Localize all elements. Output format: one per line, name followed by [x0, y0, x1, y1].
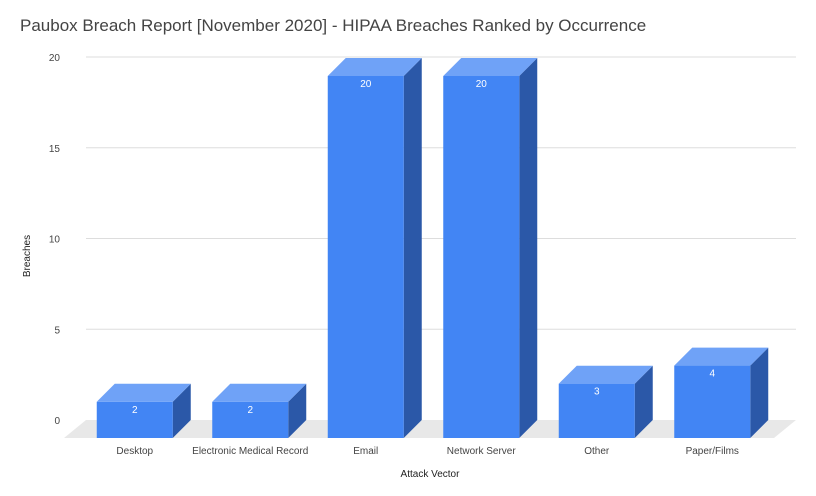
bar-side [403, 58, 422, 438]
bar-side [172, 383, 191, 438]
bar-front [96, 401, 173, 438]
bar-side [288, 383, 307, 438]
bar [212, 383, 307, 438]
bar-top [212, 383, 307, 402]
x-tick-label: Other [584, 446, 610, 457]
y-tick-label: 20 [49, 53, 61, 64]
bar-front [674, 365, 751, 438]
chart-title: Paubox Breach Report [November 2020] - H… [20, 16, 647, 35]
bar-top [674, 347, 769, 366]
data-label: 20 [360, 79, 372, 90]
x-tick-label: Network Server [447, 446, 517, 457]
bar-side [750, 347, 769, 438]
bar [327, 58, 422, 438]
bar-top [558, 365, 653, 384]
bar-front [443, 76, 520, 438]
x-tick-label: Electronic Medical Record [192, 446, 308, 457]
data-labels: 2 2 20 20 3 4 [132, 79, 716, 416]
bar-front [558, 383, 635, 438]
gridlines [86, 56, 796, 330]
x-tick-label: Email [353, 446, 378, 457]
bars [96, 58, 769, 438]
bar-top [327, 58, 422, 76]
bar-top [443, 58, 538, 76]
bar-front [327, 76, 404, 438]
data-label: 4 [709, 369, 715, 380]
bar-side [519, 58, 538, 438]
y-tick-label: 15 [49, 144, 61, 155]
bar-front [212, 401, 289, 438]
x-tick-label: Paper/Films [686, 446, 739, 457]
y-tick-label: 0 [54, 416, 60, 427]
bar [96, 383, 191, 438]
bar-side [634, 365, 653, 438]
bar [674, 347, 769, 438]
y-tick-label: 5 [54, 325, 60, 336]
y-tick-label: 10 [49, 235, 61, 246]
x-tick-label: Desktop [116, 446, 153, 457]
bar [558, 365, 653, 438]
y-axis-ticks: 0 5 10 15 20 [49, 53, 61, 427]
data-label: 2 [247, 405, 253, 416]
y-axis-title: Breaches [22, 235, 33, 277]
data-label: 3 [594, 387, 600, 398]
bar [443, 58, 538, 438]
x-axis-ticks: Desktop Electronic Medical Record Email Net… [116, 446, 739, 457]
bar-top [96, 383, 191, 402]
data-label: 20 [476, 79, 488, 90]
data-label: 2 [132, 405, 138, 416]
x-axis-title: Attack Vector [401, 469, 461, 480]
